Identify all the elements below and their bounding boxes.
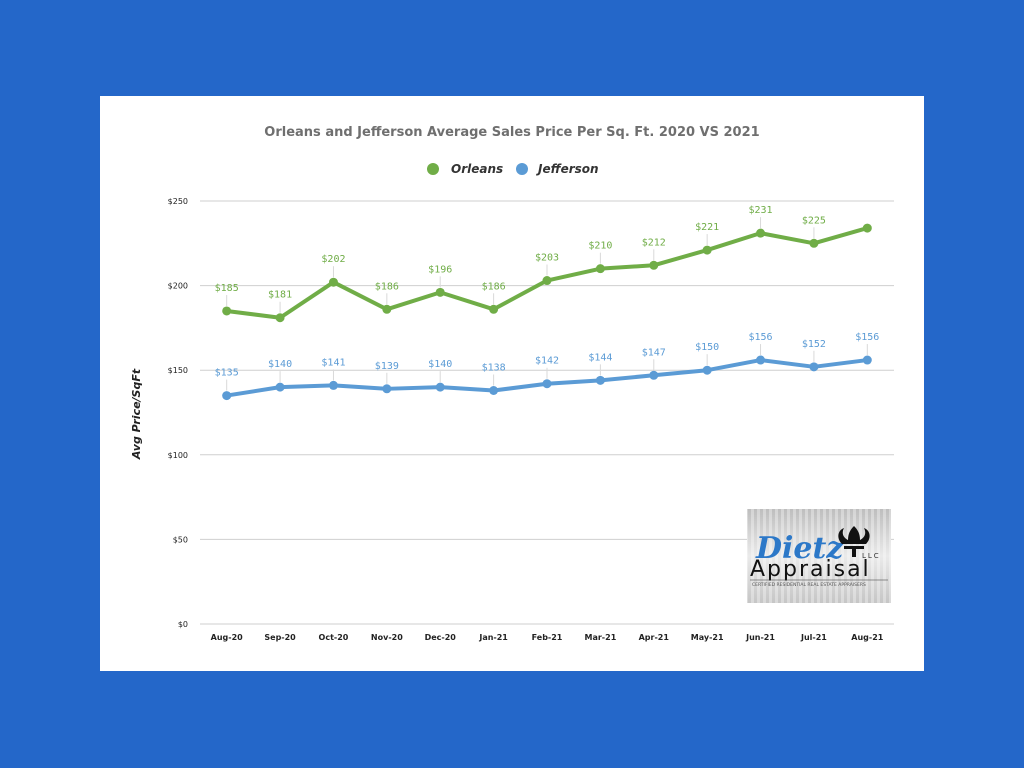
data-point-jefferson: [862, 355, 872, 365]
legend-marker-orleans: [427, 163, 439, 175]
data-label-orleans: $181: [268, 290, 292, 301]
data-label-orleans: $186: [375, 281, 399, 292]
chart-title: Orleans and Jefferson Average Sales Pric…: [264, 125, 759, 140]
legend-marker-jefferson: [516, 163, 528, 175]
x-tick-label: Mar-21: [585, 633, 617, 642]
data-point-orleans: [489, 304, 499, 314]
y-axis-label: Avg Price/SqFt: [130, 368, 143, 460]
data-label-jefferson: $138: [482, 363, 506, 374]
data-label-orleans: $202: [321, 254, 345, 265]
data-label-jefferson: $156: [748, 332, 772, 343]
data-point-orleans: [542, 276, 552, 286]
y-tick-label: $50: [173, 535, 188, 544]
data-point-jefferson: [702, 365, 712, 375]
data-label-jefferson: $147: [642, 347, 666, 358]
data-point-orleans: [382, 304, 392, 314]
chart-svg: Orleans and Jefferson Average Sales Pric…: [130, 125, 894, 642]
data-point-orleans: [328, 277, 338, 287]
x-tick-label: Dec-20: [425, 633, 457, 642]
data-label-jefferson: $156: [855, 332, 879, 343]
data-point-orleans: [595, 264, 605, 274]
y-tick-label: $0: [178, 620, 188, 629]
x-tick-label: Aug-20: [211, 633, 244, 642]
data-label-orleans: $203: [535, 253, 559, 264]
data-point-orleans: [275, 313, 285, 323]
data-label-orleans: $221: [695, 222, 719, 233]
data-label-orleans: $231: [748, 205, 772, 216]
data-point-jefferson: [382, 384, 392, 394]
data-point-jefferson: [275, 382, 285, 392]
x-tick-label: Feb-21: [532, 633, 563, 642]
data-label-jefferson: $142: [535, 356, 559, 367]
data-label-orleans: $186: [482, 281, 506, 292]
x-tick-label: Apr-21: [639, 633, 670, 642]
data-label-orleans: $225: [802, 215, 826, 226]
data-point-orleans: [435, 287, 445, 297]
x-tick-label: Jul-21: [800, 633, 827, 642]
x-tick-label: Oct-20: [319, 633, 349, 642]
data-point-orleans: [756, 228, 766, 238]
data-label-jefferson: $135: [215, 368, 239, 379]
data-label-jefferson: $140: [268, 359, 292, 370]
data-label-jefferson: $144: [588, 352, 612, 363]
x-tick-label: Nov-20: [371, 633, 403, 642]
data-point-jefferson: [489, 386, 499, 396]
data-point-orleans: [222, 306, 232, 316]
data-point-orleans: [649, 260, 659, 270]
x-tick-label: Sep-20: [264, 633, 296, 642]
data-label-orleans: $210: [588, 241, 612, 252]
data-label-jefferson: $139: [375, 361, 399, 372]
data-point-jefferson: [542, 379, 552, 389]
logo-word: Appraisal: [750, 557, 871, 582]
data-point-jefferson: [595, 375, 605, 385]
fleur-de-lis-icon: [838, 526, 870, 557]
legend-label-orleans: Orleans: [451, 162, 503, 176]
logo-name: Dietz: [755, 531, 844, 566]
x-axis-ticks: Aug-20 Sep-20 Oct-20 Nov-20 Dec-20 Jan-21 Feb-…: [211, 633, 884, 642]
data-point-orleans: [702, 245, 712, 255]
data-point-jefferson: [435, 382, 445, 392]
y-tick-label: $250: [168, 197, 188, 206]
data-point-jefferson: [756, 355, 766, 365]
x-tick-label: Jun-21: [745, 633, 775, 642]
data-label-jefferson: $150: [695, 342, 719, 353]
data-label-orleans: $212: [642, 237, 666, 248]
legend-label-jefferson: Jefferson: [536, 162, 599, 176]
y-axis-ticks: $0 $50 $100 $150 $200 $250: [168, 197, 188, 629]
dietz-appraisal-logo: Dietz LLC Appraisal CERTIFIED RESIDENTIA…: [747, 509, 891, 603]
data-point-jefferson: [809, 362, 819, 372]
x-tick-label: May-21: [691, 633, 724, 642]
data-point-jefferson: [222, 391, 232, 401]
data-labels: $185 $181 $202 $186 $196 $186 $203 $210 $212 $221…: [215, 205, 879, 391]
gridlines: [200, 200, 894, 625]
logo-llc: LLC: [862, 552, 881, 560]
x-tick-label: Jan-21: [478, 633, 508, 642]
legend: Orleans Jefferson: [427, 162, 599, 176]
data-point-jefferson: [328, 380, 338, 390]
data-point-orleans: [862, 223, 872, 233]
data-label-jefferson: $141: [321, 357, 345, 368]
chart-card: Orleans and Jefferson Average Sales Pric…: [100, 96, 924, 671]
logo-overlay: [747, 509, 891, 603]
x-tick-label: Aug-21: [851, 633, 884, 642]
series-layer: [222, 223, 872, 401]
data-label-orleans: $196: [428, 264, 452, 275]
y-tick-label: $200: [168, 282, 188, 291]
data-label-orleans: $185: [215, 283, 239, 294]
data-point-jefferson: [649, 370, 659, 380]
logo-tagline: CERTIFIED RESIDENTIAL REAL ESTATE APPRAI…: [752, 582, 866, 588]
data-label-jefferson: $152: [802, 339, 826, 350]
y-tick-label: $100: [168, 451, 188, 460]
data-label-jefferson: $140: [428, 359, 452, 370]
data-point-orleans: [809, 238, 819, 248]
y-tick-label: $150: [168, 366, 188, 375]
